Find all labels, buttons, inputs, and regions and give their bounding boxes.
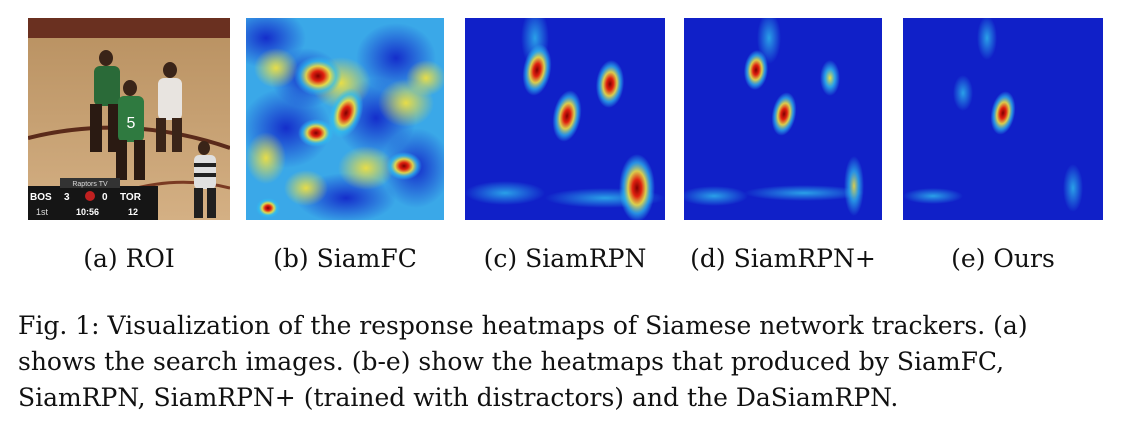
sublabel-e: (e) Ours: [951, 244, 1055, 273]
heat-blob: [254, 48, 298, 88]
caption-line-1: Fig. 1: Visualization of the response he…: [18, 311, 1028, 340]
team-right: TOR: [120, 192, 142, 203]
heat-blob: [743, 50, 769, 90]
heat-blob: [595, 60, 625, 108]
heatmap-ours-canvas: [903, 18, 1103, 220]
period: 1st: [36, 207, 49, 217]
scoreboard: Raptors TV BOS 3 0 TOR 1st 10:56 12: [28, 178, 158, 220]
heat-blob: [844, 156, 864, 216]
sublabel-a: (a) ROI: [83, 244, 175, 273]
sublabel-d: (d) SiamRPN+: [690, 244, 876, 273]
heat-blob: [771, 92, 797, 136]
heatmap-siamfc-canvas: [246, 18, 444, 220]
heat-blob: [298, 119, 334, 147]
heat-blob: [684, 186, 748, 206]
heat-blob: [820, 60, 840, 96]
shot-clock: 12: [128, 207, 138, 217]
heat-blob: [406, 60, 444, 96]
heat-blob: [338, 146, 394, 190]
figure-caption: Fig. 1: Visualization of the response he…: [18, 308, 1128, 416]
heat-blob: [619, 154, 655, 220]
sublabel-c: (c) SiamRPN: [483, 244, 647, 273]
heatmap-ours: [903, 18, 1103, 220]
caption-line-2: shows the search images. (b-e) show the …: [18, 347, 1005, 376]
referee: [194, 141, 216, 218]
score-left: 3: [64, 192, 70, 203]
heat-blob: [552, 90, 582, 142]
heatmap-siamrpn-canvas: [465, 18, 665, 220]
player-white: [156, 62, 182, 152]
heatmap-siamrpn-plus-canvas: [684, 18, 882, 220]
heat-blob: [328, 87, 364, 139]
heat-blob: [284, 170, 328, 206]
caption-line-3: SiamRPN, SiamRPN+ (trained with distract…: [18, 383, 899, 412]
heatmap-siamfc: [246, 18, 444, 220]
heat-blob: [386, 152, 422, 180]
heat-blob: [256, 198, 280, 218]
heat-blob: [744, 185, 864, 201]
score-right: 0: [102, 192, 108, 203]
roi-image: 5 Raptors TV BOS 3 0 TOR: [28, 18, 230, 220]
heat-blob: [522, 44, 552, 96]
heatmap-siamrpn: [465, 18, 665, 220]
player-green-2: 5: [116, 80, 145, 180]
heat-blob: [294, 56, 342, 96]
heatmap-siamrpn-plus: [684, 18, 882, 220]
network-label: Raptors TV: [72, 181, 108, 188]
player-green-1: [90, 50, 120, 152]
heat-blob: [977, 18, 997, 60]
heat-blob: [953, 75, 973, 111]
heat-blob: [465, 181, 545, 205]
sublabel-b: (b) SiamFC: [273, 244, 417, 273]
svg-text:5: 5: [127, 115, 136, 132]
heat-blob: [1063, 164, 1083, 212]
heat-blob: [903, 188, 963, 204]
heat-blob: [246, 132, 286, 184]
game-clock: 10:56: [76, 207, 99, 217]
heat-blob: [757, 18, 781, 64]
heat-blob: [990, 91, 1016, 135]
team-left: BOS: [30, 192, 52, 203]
